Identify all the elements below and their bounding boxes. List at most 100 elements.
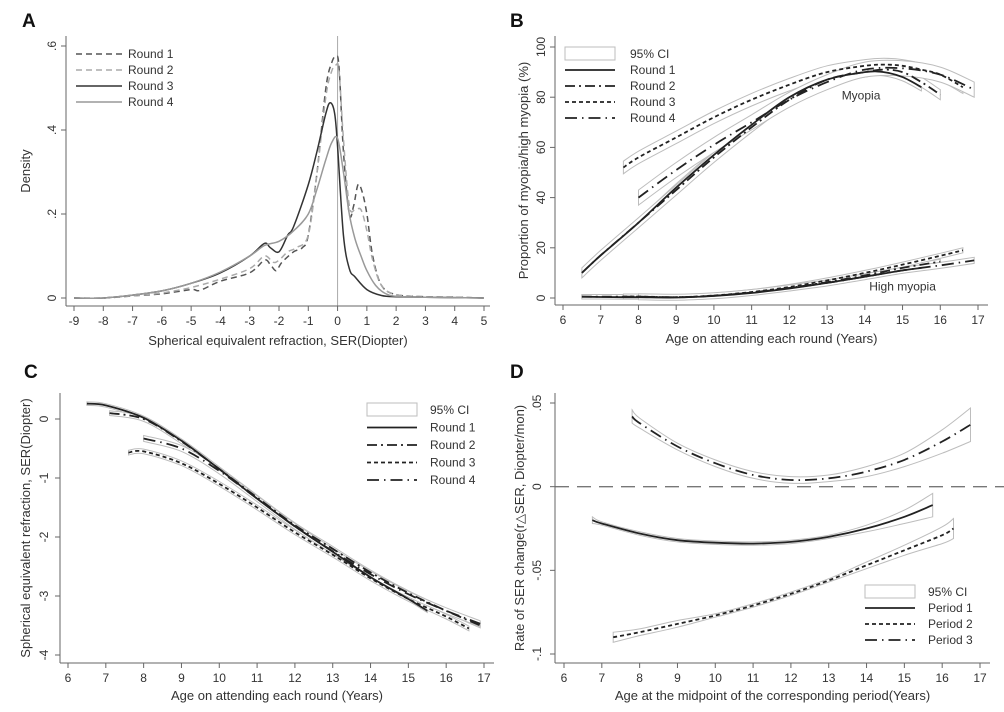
- y-tick-label: 40: [534, 191, 548, 205]
- y-tick-label: 0: [37, 415, 51, 422]
- legend-item: Round 3: [76, 79, 174, 93]
- y-tick-label: .6: [45, 41, 59, 51]
- panel-letter-c: C: [24, 362, 38, 383]
- x-tick-label: 12: [783, 313, 797, 327]
- legend-label: Round 3: [630, 95, 676, 109]
- ci-band: [143, 434, 481, 628]
- x-tick-label: 15: [898, 671, 912, 685]
- y-tick-label: -1: [37, 472, 51, 483]
- x-tick-label: -3: [244, 314, 255, 328]
- legend-item: Round 1: [367, 421, 476, 435]
- x-tick-label: 8: [635, 313, 642, 327]
- x-tick-label: 12: [784, 671, 798, 685]
- y-axis-title: Spherical equivalent refraction, SER(Dio…: [18, 398, 33, 657]
- y-tick-label: 80: [534, 90, 548, 104]
- legend-label: 95% CI: [430, 403, 469, 417]
- panel-d-ser-rate-chart: 6 7 8 9 10 11 12 13 14 15 16 17 .05 0 -.05 -.1 Age at th…: [512, 393, 1004, 703]
- x-tick-label: 13: [820, 313, 834, 327]
- panel-c-ser-chart: 6 7 8 9 10 11 12 13 14 15 16 17 0 -1 -2 -3 -4 Age on atte…: [18, 393, 494, 703]
- series-line-round-3: [128, 449, 470, 630]
- panel-letter-d: D: [510, 362, 524, 383]
- legend-label: Round 4: [430, 473, 476, 487]
- y-axis-title: Density: [18, 149, 33, 193]
- x-axis-title: Age at the midpoint of the corresponding…: [615, 688, 930, 703]
- legend-label: 95% CI: [928, 585, 967, 599]
- x-tick-label: 13: [326, 671, 340, 685]
- x-tick-label: 9: [673, 313, 680, 327]
- x-tick-label: 10: [213, 671, 227, 685]
- legend-item: Round 3: [367, 456, 476, 470]
- legend-label: Period 1: [928, 601, 973, 615]
- legend-item: Round 4: [367, 473, 476, 487]
- y-axis-title: Proportion of myopia/high myopia (%): [516, 62, 531, 280]
- legend-item: Round 2: [367, 438, 476, 452]
- legend-label: Period 3: [928, 633, 973, 647]
- series-group: [73, 55, 485, 299]
- x-tick-label: 7: [598, 671, 605, 685]
- series-line-round-2: [109, 412, 481, 627]
- legend-item: Round 1: [565, 63, 676, 77]
- legend-item: Round 1: [76, 47, 174, 61]
- x-tick-label: 11: [747, 671, 760, 685]
- x-tick-label: 15: [402, 671, 416, 685]
- y-tick-label: 0: [534, 294, 548, 301]
- x-tick-label: 15: [896, 313, 910, 327]
- x-tick-label: -1: [303, 314, 314, 328]
- legend-label: Period 2: [928, 617, 973, 631]
- x-axis-title: Age on attending each round (Years): [171, 688, 383, 703]
- x-tick-label: 7: [102, 671, 109, 685]
- legend-label: Round 4: [128, 95, 174, 109]
- y-tick-label: 0: [530, 483, 544, 490]
- panel-b-myopia-proportion-chart: 6 7 8 9 10 11 12 13 14 15 16 17 0 20 40 60 80 100 Age on a…: [516, 36, 988, 346]
- x-tick-label: 12: [288, 671, 302, 685]
- legend-item: Period 3: [865, 633, 973, 647]
- legend-item: 95% CI: [564, 46, 669, 61]
- legend-item: Round 2: [76, 63, 174, 77]
- x-tick-label: -8: [98, 314, 109, 328]
- x-tick-label: 1: [364, 314, 371, 328]
- x-tick-label: 11: [251, 671, 264, 685]
- x-tick-label: 7: [597, 313, 604, 327]
- series-line-round-4: [638, 259, 975, 299]
- legend-label: Round 3: [430, 456, 476, 470]
- series-line-round-3: [622, 63, 964, 169]
- series-line-round-3: [73, 101, 485, 299]
- legend-swatch-ci: [864, 584, 916, 599]
- legend-item: Period 2: [865, 617, 973, 631]
- ci-band: [638, 256, 975, 301]
- annotation-label: Myopia: [842, 89, 881, 103]
- panel-a-density-chart: -9 -8 -7 -6 -5 -4 -3 -2 -1 0 1 2 3 4 5 0 .2 .4 .6 Spherical…: [18, 36, 490, 348]
- legend-label: 95% CI: [630, 47, 669, 61]
- series-line-round-4: [73, 135, 485, 299]
- y-tick-label: .2: [45, 209, 59, 219]
- x-tick-label: 0: [334, 314, 341, 328]
- series-line-round-2: [581, 68, 941, 274]
- legend-item: Round 4: [76, 95, 174, 109]
- y-tick-label: 100: [534, 37, 548, 57]
- legend-item: 95% CI: [864, 584, 967, 599]
- x-tick-label: 14: [858, 313, 872, 327]
- x-tick-label: -6: [157, 314, 168, 328]
- legend-swatch-ci: [564, 46, 616, 61]
- legend: 95% CI Round 1 Round 2 Round 3 Round 4: [366, 402, 476, 487]
- x-tick-label: 4: [451, 314, 458, 328]
- legend-item: Round 4: [565, 111, 676, 125]
- legend-item: Period 1: [865, 601, 973, 615]
- y-tick-label: -4: [37, 649, 51, 660]
- x-tick-label: 3: [422, 314, 429, 328]
- series-group: [591, 406, 971, 643]
- series-line-period-3: [631, 415, 971, 482]
- legend-label: Round 1: [630, 63, 676, 77]
- legend: 95% CI Round 1 Round 2 Round 3 Round 4: [564, 46, 676, 125]
- x-tick-label: -7: [127, 314, 138, 328]
- legend-label: Round 2: [630, 79, 676, 93]
- ci-band: [612, 517, 954, 643]
- annotation-label: High myopia: [869, 279, 936, 293]
- legend-swatch-ci: [366, 402, 418, 417]
- legend: Round 1 Round 2 Round 3 Round 4: [76, 47, 174, 109]
- legend-label: Round 2: [430, 438, 476, 452]
- series-line-round-2: [73, 62, 485, 299]
- x-tick-label: 16: [936, 671, 950, 685]
- legend-label: Round 3: [128, 79, 174, 93]
- y-tick-label: .05: [530, 394, 544, 411]
